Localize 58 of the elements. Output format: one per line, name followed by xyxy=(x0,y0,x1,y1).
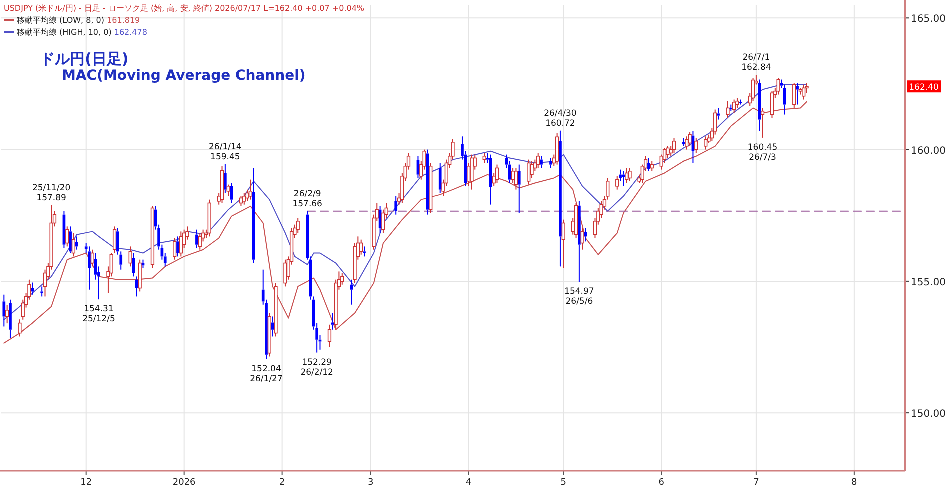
candlestick xyxy=(31,282,34,296)
annotation: 26/2/9 157.66 xyxy=(292,189,322,210)
y-tick-label: 160.00 xyxy=(911,146,946,157)
y-tick-label: 155.00 xyxy=(911,277,946,288)
annotation: 26/7/1 162.84 xyxy=(742,53,772,74)
text: MAC(Moving Average Channel) xyxy=(62,68,306,84)
candlestick xyxy=(9,299,12,339)
annotation: 26/1/14 159.45 xyxy=(209,142,242,162)
x-tick-label: 2026 xyxy=(172,478,196,488)
candlestick xyxy=(6,304,10,324)
candlestick xyxy=(514,168,518,190)
candlestick xyxy=(196,229,198,249)
annotation: USDJPY (米ドル/円) - 日足 - ローソク足 (始, 高, 安, 終値) 2026/07/17 L=162.40 +0.07 +0.04% xyxy=(4,4,365,13)
candlestick xyxy=(578,200,581,283)
candlestick xyxy=(394,196,398,216)
candlestick xyxy=(518,164,521,214)
candlestick xyxy=(760,108,765,138)
candlestick xyxy=(75,236,78,250)
candlestick xyxy=(120,251,123,270)
x-tick-label: 4 xyxy=(466,478,472,488)
annotation: 152.04 26/1/27 xyxy=(250,364,283,384)
candlestick xyxy=(574,202,578,239)
candlestick xyxy=(717,108,720,120)
y-tick-label: 150.00 xyxy=(911,409,946,420)
candlestick xyxy=(69,226,72,254)
candlestick xyxy=(252,168,256,264)
candlestick xyxy=(429,162,433,214)
candlestick xyxy=(796,82,799,106)
text: 162.40 xyxy=(909,83,939,94)
x-tick-label: 7 xyxy=(754,478,760,488)
annotation: 152.29 26/2/12 xyxy=(300,358,334,378)
legend-label: 移動平均線 (HIGH, 10, 0) 162.478 xyxy=(17,28,148,37)
x-tick-label: 12 xyxy=(80,478,92,488)
x-tick-label: 8 xyxy=(852,478,858,488)
candlestick xyxy=(751,78,756,102)
y-tick-label: 165.00 xyxy=(911,14,946,26)
x-tick-label: 3 xyxy=(368,478,374,488)
x-tick-label: 5 xyxy=(560,478,566,488)
candlestick xyxy=(648,158,650,172)
annotation: 160.45 26/7/3 xyxy=(748,142,778,163)
candlestick xyxy=(135,276,138,298)
candlestick xyxy=(350,279,354,306)
candlestick xyxy=(2,294,6,328)
legend-label: 移動平均線 (LOW, 8, 0) 161.819 xyxy=(17,16,140,25)
annotation: 154.31 25/12/5 xyxy=(82,304,116,325)
candlestick xyxy=(739,99,742,106)
candlestick xyxy=(628,168,632,182)
candlestick xyxy=(328,324,332,348)
annotation: 154.97 26/5/6 xyxy=(564,287,594,308)
x-tick-label: 6 xyxy=(658,478,665,488)
annotation: 25/11/20 157.89 xyxy=(32,183,71,204)
candlestick xyxy=(306,210,310,260)
candlestick xyxy=(559,130,562,268)
text: ドル円(日足) xyxy=(40,50,129,68)
candlestick xyxy=(112,226,117,254)
x-tick-label: 2 xyxy=(279,478,286,488)
candlestick xyxy=(88,246,91,290)
annotation: 26/4/30 160.72 xyxy=(544,108,577,129)
